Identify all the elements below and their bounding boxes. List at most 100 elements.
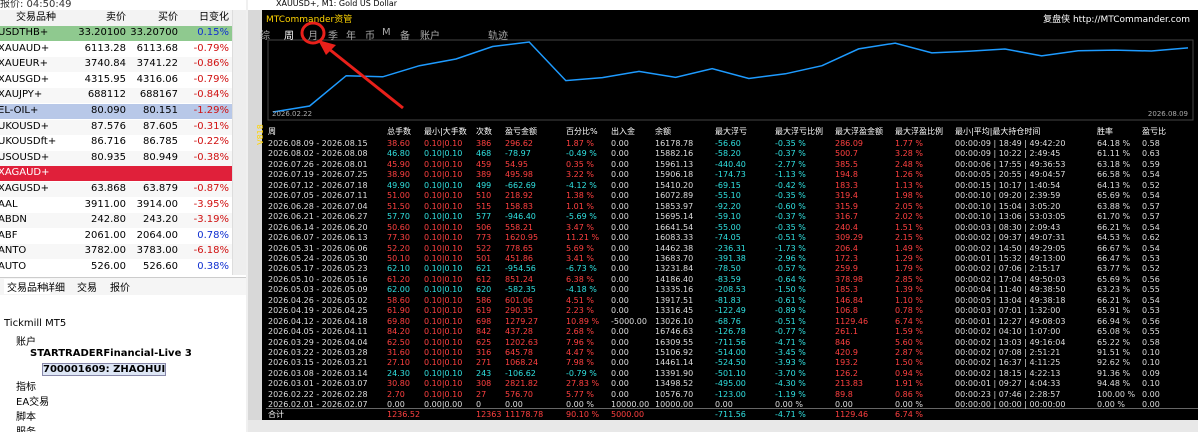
- quote-value: 4316.06: [136, 73, 178, 85]
- table-cell: -236.31: [715, 243, 746, 253]
- week-range: 2026.04.05 - 2026.04.11: [268, 327, 368, 337]
- table-cell: 61.11 %: [1097, 149, 1131, 159]
- table-cell: 0.00 %: [895, 400, 923, 410]
- table-cell: 49.90: [387, 180, 410, 190]
- table-cell: 0.62: [1142, 233, 1160, 243]
- table-cell: 0.10|0.10: [424, 201, 463, 211]
- table-cell: -58.20: [715, 149, 741, 159]
- week-range: 2026.02.01 - 2026.02.07: [268, 400, 368, 410]
- table-cell: 69.80: [387, 316, 410, 326]
- table-cell: 698: [476, 316, 492, 326]
- week-range: 2026.04.12 - 2026.04.18: [268, 316, 368, 326]
- table-cell: 240.4: [835, 222, 858, 232]
- table-cell: 61.90: [387, 306, 410, 316]
- table-cell: 106.8: [835, 306, 858, 316]
- table-cell: 00:00:01 | 15:32 | 49:13:00: [955, 253, 1066, 263]
- table-cell: -69.15: [715, 180, 741, 190]
- table-cell: 66.21 %: [1097, 222, 1131, 232]
- table-cell: 468: [476, 149, 492, 159]
- table-cell: 386: [476, 139, 492, 148]
- table-cell: 309.29: [835, 233, 863, 243]
- table-cell: 0.00 %: [1097, 400, 1125, 410]
- table-cell: 645.78: [505, 348, 533, 357]
- table-header: 最大浮盈金额: [835, 127, 883, 136]
- table-cell: 1.26 %: [895, 170, 923, 180]
- table-cell: -59.10: [715, 212, 741, 222]
- table-cell: 50.10: [387, 253, 410, 263]
- table-cell: 5.60 %: [895, 337, 923, 347]
- table-cell: 0.00: [611, 170, 629, 180]
- table-cell: 10000.00: [655, 400, 694, 410]
- table-cell: -55.10: [715, 191, 741, 201]
- table-cell: 62.10: [387, 264, 410, 274]
- date-start: 2026.02.22: [272, 110, 313, 118]
- table-cell: 0.10|0.10: [424, 212, 463, 222]
- table-cell: 3.22 %: [566, 170, 594, 180]
- table-cell: 4.47 %: [566, 348, 594, 357]
- table-cell: -0.60 %: [775, 201, 806, 211]
- navigator-item: 服务: [16, 423, 36, 432]
- week-range: 2026.03.22 - 2026.03.28: [268, 348, 368, 357]
- quote-value: 3911.00: [84, 198, 126, 210]
- quote-value: 0.38%: [197, 261, 229, 272]
- navigator-item: 指标: [16, 382, 36, 393]
- table-cell: 50.60: [387, 222, 410, 232]
- quote-value: 87.605: [143, 120, 178, 132]
- table-cell: 38.90: [387, 170, 410, 180]
- table-cell: 10.89 %: [566, 316, 600, 326]
- table-cell: 2.70: [387, 389, 405, 399]
- table-cell: 15106.92: [655, 348, 694, 357]
- table-cell: 0.63: [1142, 149, 1160, 159]
- quote-value: 0.15%: [197, 27, 229, 38]
- table-cell: 1.49 %: [895, 243, 923, 253]
- table-cell: 11.21 %: [566, 233, 600, 243]
- toolbar: [248, 10, 262, 420]
- table-cell: -0.64 %: [775, 274, 806, 284]
- table-cell: -0.37 %: [775, 149, 806, 159]
- table-cell: 0.00: [611, 191, 629, 201]
- table-cell: 65.91 %: [1097, 306, 1131, 316]
- report-tab: 账户: [420, 31, 440, 42]
- bottom-scrollbar: [248, 420, 1198, 432]
- navigator-root: Tickmill MT5: [4, 318, 67, 329]
- table-cell: -0.35 %: [775, 222, 806, 232]
- table-cell: 0.10|0.10: [424, 274, 463, 284]
- scrollbar: [232, 10, 246, 275]
- table-cell: 0.00: [611, 358, 629, 368]
- quote-value: -0.86%: [193, 58, 229, 70]
- table-cell: 0.10|0.10: [424, 327, 463, 337]
- week-range: 2026.06.28 - 2026.07.04: [268, 201, 368, 211]
- table-cell: 00:00:10 | 13:06 | 53:03:05: [955, 212, 1066, 222]
- table-cell: 0.10|0.10: [424, 149, 463, 159]
- total-cell: 合计: [268, 410, 284, 419]
- quote-value: 3741.22: [136, 58, 178, 70]
- table-cell: 0.10|0.10: [424, 306, 463, 316]
- quote-symbol: ABF: [0, 229, 18, 241]
- table-cell: 0.58: [1142, 139, 1160, 148]
- table-cell: -0.57 %: [775, 264, 806, 274]
- table-cell: 0.00: [611, 233, 629, 243]
- table-cell: 63.88 %: [1097, 201, 1131, 211]
- table-cell: 00:00:23 | 07:46 | 2:28:57: [955, 389, 1061, 399]
- table-cell: 0.54: [1142, 295, 1160, 305]
- table-cell: -4.30 %: [775, 379, 806, 389]
- table-cell: 00:00:15 | 10:17 | 1:40:54: [955, 180, 1061, 190]
- table-cell: 2.85 %: [895, 274, 923, 284]
- quote-symbol: AUTO: [0, 261, 27, 272]
- quote-row: [0, 150, 232, 166]
- week-range: 2026.03.15 - 2026.03.21: [268, 358, 368, 368]
- table-cell: 259.9: [835, 264, 858, 274]
- table-cell: 0.54: [1142, 170, 1160, 180]
- table-cell: 13391.90: [655, 368, 694, 378]
- table-cell: 851.24: [505, 274, 533, 284]
- table-cell: 65.08 %: [1097, 327, 1131, 337]
- table-cell: 0.10|0.10: [424, 389, 463, 399]
- table-cell: 0.10|0.10: [424, 368, 463, 378]
- table-cell: -954.56: [505, 264, 536, 274]
- quote-value: 63.879: [143, 183, 178, 194]
- table-cell: 0.53: [1142, 306, 1160, 316]
- table-cell: -662.69: [505, 180, 536, 190]
- table-cell: 89.8: [835, 389, 853, 399]
- table-cell: 522: [476, 243, 492, 253]
- table-cell: -1.73 %: [775, 243, 806, 253]
